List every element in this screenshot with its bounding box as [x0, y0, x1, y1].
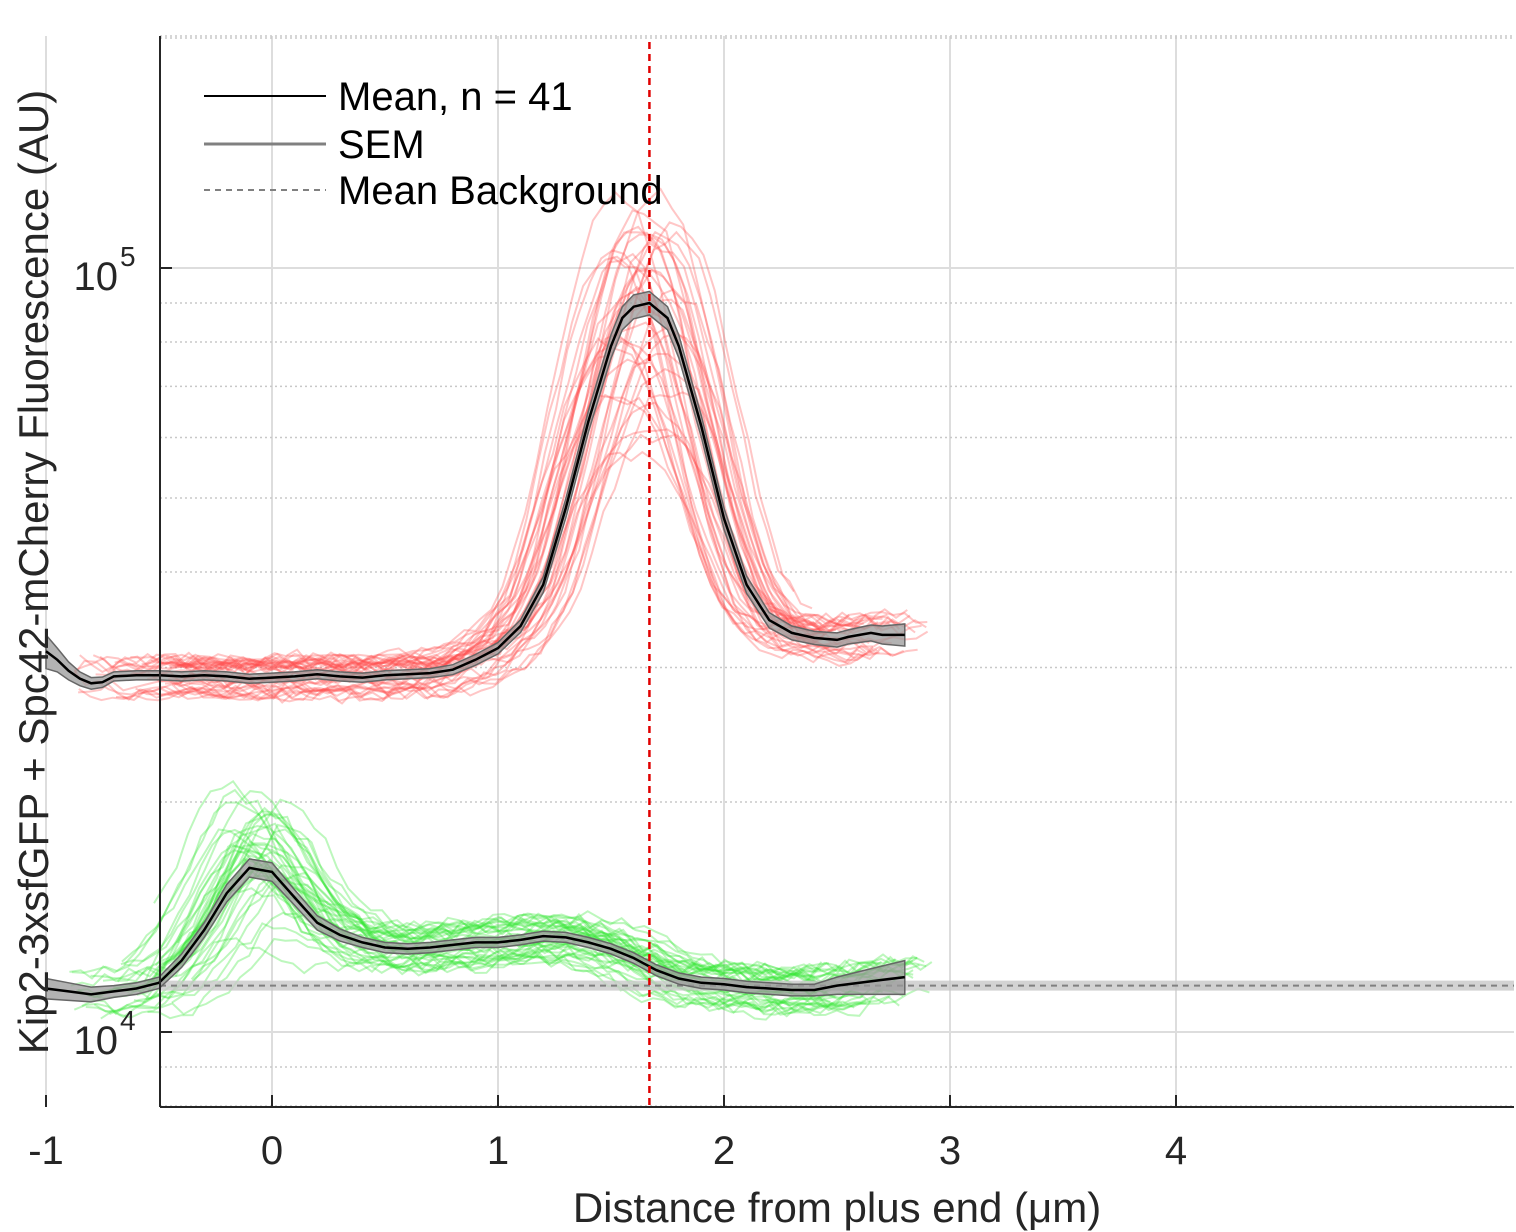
individual-trace [176, 849, 834, 1007]
y-tick-exponent: 5 [120, 241, 136, 272]
individual-trace [170, 394, 883, 669]
individual-trace [90, 871, 883, 983]
individual-trace [92, 221, 795, 677]
sem-band [45, 858, 906, 1003]
individual-trace [185, 267, 864, 673]
mean-line [45, 301, 905, 685]
individual-trace [96, 288, 878, 703]
individual-trace [137, 249, 918, 701]
individual-trace [164, 255, 867, 694]
x-tick-label: 3 [939, 1129, 961, 1173]
individual-trace [95, 187, 899, 676]
individual-trace [136, 850, 883, 1006]
individual-trace [162, 843, 831, 1008]
individual-trace [73, 823, 900, 1019]
x-tick-label: 1 [487, 1129, 509, 1173]
x-tick-label: 2 [713, 1129, 735, 1173]
legend-label: SEM [338, 123, 425, 167]
legend-label: Mean, n = 41 [338, 75, 573, 119]
individual-trace [81, 937, 930, 1016]
x-axis-label: Distance from plus end (μm) [573, 1184, 1101, 1231]
y-axis-label: Kip2-3xsfGFP + Spc42-mCherry Fluorescenc… [10, 90, 57, 1054]
x-tick-label: 0 [261, 1129, 283, 1173]
mean-lines [45, 301, 905, 996]
legend-label: Mean Background [338, 169, 663, 213]
individual-trace [174, 813, 843, 1007]
individual-trace [167, 236, 880, 703]
individual-trace [154, 824, 914, 984]
individual-trace [153, 779, 822, 973]
y-tick-label: 10 [74, 255, 119, 299]
individual-trace [79, 428, 928, 674]
individual-trace [78, 401, 905, 704]
mean-line [45, 866, 905, 996]
individual-trace [131, 844, 867, 1018]
individual-trace [147, 911, 872, 1020]
individual-trace [109, 874, 867, 1016]
x-tick-label: -1 [28, 1129, 64, 1173]
axes [45, 36, 1514, 1108]
individual-trace [100, 937, 904, 1020]
individual-trace [121, 788, 925, 980]
individual-trace [72, 191, 797, 677]
individual-trace [171, 231, 873, 699]
individual-trace [116, 842, 887, 983]
individual-trace [160, 828, 862, 978]
y-tick-label: 10 [74, 1019, 119, 1063]
individual-trace [177, 268, 879, 677]
individual-trace [69, 790, 917, 980]
individual-trace [112, 209, 927, 674]
individual-trace [114, 321, 850, 670]
individual-trace [105, 391, 864, 701]
individual-trace [122, 367, 892, 702]
individual-trace [93, 822, 863, 1013]
individual-trace [85, 857, 855, 1016]
individual-trace [159, 810, 918, 982]
individual-trace [99, 230, 813, 673]
individual-trace [171, 922, 862, 1008]
individual-trace [120, 844, 823, 978]
y-tick-exponent: 4 [120, 1005, 136, 1036]
individual-trace [123, 801, 927, 980]
individual-trace [172, 256, 908, 665]
grid [45, 35, 1514, 1107]
individual-trace [102, 840, 816, 983]
x-tick-label: 4 [1165, 1129, 1187, 1173]
individual-trace [71, 828, 829, 982]
